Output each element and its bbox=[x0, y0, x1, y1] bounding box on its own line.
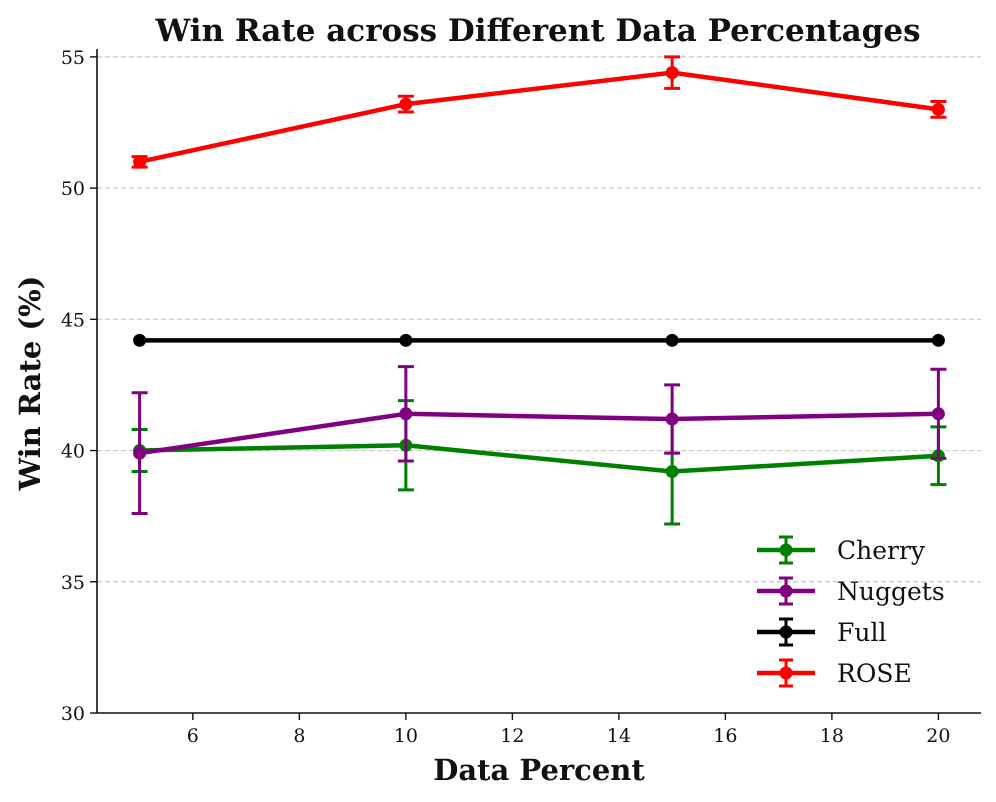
data-point-nuggets bbox=[665, 412, 679, 426]
data-point-rose bbox=[665, 66, 679, 80]
legend-item-nuggets: Nuggets bbox=[757, 576, 945, 606]
chart-title: Win Rate across Different Data Percentag… bbox=[154, 13, 920, 49]
y-tick-label: 55 bbox=[61, 47, 85, 69]
ticks: 30 35 40 45 50 55 6 8 10 12 14 16 18 20 bbox=[61, 47, 951, 747]
data-point-rose bbox=[133, 155, 147, 169]
data-point-full bbox=[931, 333, 945, 347]
series-line-nuggets bbox=[139, 411, 939, 456]
series-rose bbox=[131, 55, 947, 169]
x-tick-label: 18 bbox=[820, 725, 844, 747]
series-line-rose bbox=[139, 70, 939, 165]
legend-marker-rose bbox=[779, 666, 793, 680]
y-axis-label: Win Rate (%) bbox=[13, 276, 47, 492]
series bbox=[131, 55, 947, 526]
axes bbox=[96, 49, 981, 714]
legend-label-rose: ROSE bbox=[837, 659, 912, 688]
data-point-rose bbox=[399, 97, 413, 111]
legend-item-rose: ROSE bbox=[757, 658, 912, 688]
y-tick-label: 40 bbox=[61, 441, 85, 463]
x-tick-label: 16 bbox=[713, 725, 737, 747]
legend: Cherry Nuggets Full ROSE bbox=[757, 535, 945, 688]
series-full bbox=[133, 333, 945, 347]
data-point-rose bbox=[931, 102, 945, 116]
legend-label-full: Full bbox=[837, 618, 886, 647]
y-tick-label: 30 bbox=[61, 703, 85, 725]
x-tick-label: 8 bbox=[293, 725, 305, 747]
series-cherry bbox=[131, 399, 947, 526]
data-point-nuggets bbox=[931, 407, 945, 421]
x-axis-label: Data Percent bbox=[433, 753, 645, 787]
series-line-cherry bbox=[139, 443, 939, 474]
data-point-full bbox=[665, 333, 679, 347]
legend-marker-full bbox=[779, 625, 793, 639]
legend-item-full: Full bbox=[757, 617, 886, 647]
series-nuggets bbox=[131, 365, 947, 516]
y-tick-label: 45 bbox=[61, 309, 85, 331]
grid bbox=[97, 56, 981, 583]
x-tick-label: 10 bbox=[394, 725, 418, 747]
x-tick-label: 20 bbox=[926, 725, 950, 747]
data-point-nuggets bbox=[399, 407, 413, 421]
data-point-cherry bbox=[665, 465, 679, 479]
data-point-full bbox=[133, 333, 147, 347]
data-point-nuggets bbox=[133, 446, 147, 460]
legend-item-cherry: Cherry bbox=[757, 535, 926, 565]
legend-label-nuggets: Nuggets bbox=[837, 577, 945, 606]
legend-marker-nuggets bbox=[779, 584, 793, 598]
x-tick-label: 6 bbox=[187, 725, 199, 747]
legend-marker-cherry bbox=[779, 543, 793, 557]
x-tick-label: 12 bbox=[500, 725, 524, 747]
y-tick-label: 50 bbox=[61, 178, 85, 200]
legend-label-cherry: Cherry bbox=[837, 536, 926, 565]
data-point-full bbox=[399, 333, 413, 347]
x-tick-label: 14 bbox=[607, 725, 631, 747]
y-tick-label: 35 bbox=[61, 572, 85, 594]
